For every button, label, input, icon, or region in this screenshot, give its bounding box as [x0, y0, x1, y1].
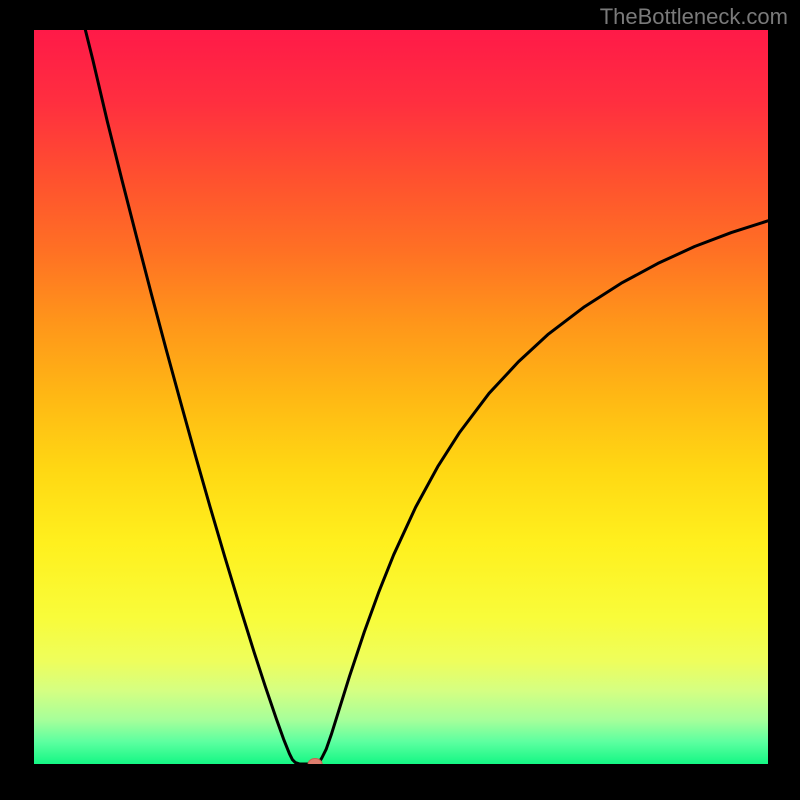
watermark-text: TheBottleneck.com — [600, 4, 788, 30]
bottleneck-chart — [34, 30, 768, 764]
chart-background — [34, 30, 768, 764]
chart-svg — [34, 30, 768, 764]
